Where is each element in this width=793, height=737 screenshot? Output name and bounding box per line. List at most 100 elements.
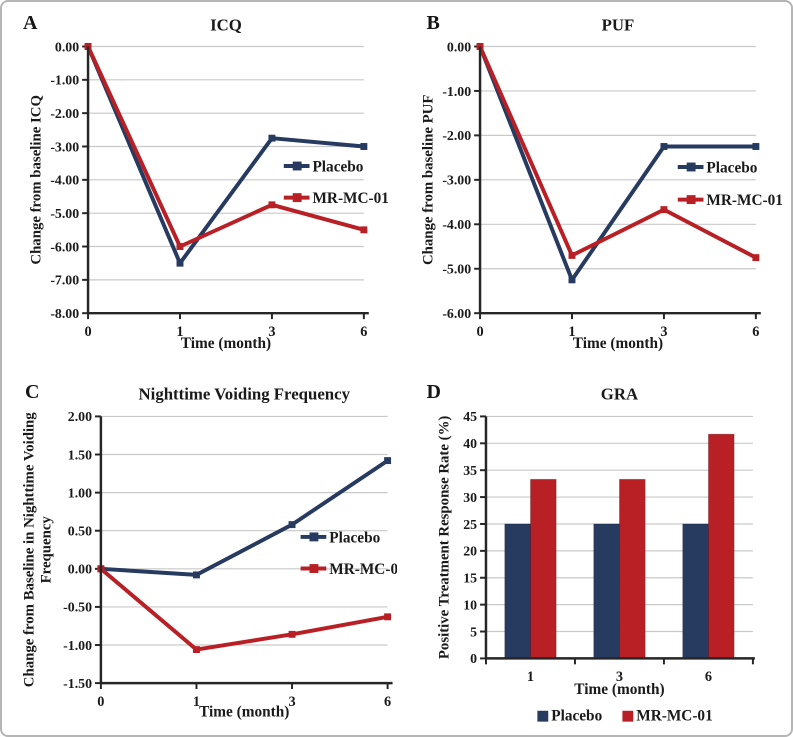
- panel-gra: D 45 40 35 30 25 20 15 10 5 0 1 3 6 GRA Time (month) Po…: [397, 369, 789, 733]
- panel-letter-d: D: [426, 380, 441, 403]
- svg-text:6: 6: [752, 324, 759, 340]
- svg-text:3: 3: [288, 693, 295, 709]
- svg-text:-7.00: -7.00: [50, 273, 79, 288]
- svg-text:0: 0: [476, 324, 483, 340]
- svg-text:-5.00: -5.00: [442, 262, 471, 277]
- chart-title: GRA: [600, 384, 637, 403]
- svg-text:45: 45: [463, 409, 477, 424]
- legend: Placebo MR-MC-01: [536, 707, 713, 724]
- y-axis-label: Frequency: [38, 515, 54, 583]
- panel-icq: A 0.00 -1.00 -2.00 -3.00 -4.00 -5.00 -6.00 -7.0…: [5, 5, 397, 369]
- svg-text:-6.00: -6.00: [442, 306, 471, 321]
- y-axis-ticks: 2.00 1.50 1.00 0.50 0.00 -0.50 -1.00 -1.50: [63, 409, 101, 690]
- legend: Placebo MR-MC-01: [677, 159, 782, 209]
- legend-item: Placebo: [312, 158, 363, 175]
- svg-text:0.50: 0.50: [68, 523, 92, 538]
- svg-text:20: 20: [463, 543, 477, 558]
- series: [476, 43, 759, 284]
- svg-text:0: 0: [84, 324, 91, 340]
- svg-text:-1.50: -1.50: [63, 675, 92, 690]
- chart-title: Nighttime Voiding Frequency: [139, 384, 351, 403]
- svg-text:0.00: 0.00: [55, 39, 79, 54]
- legend-item: MR-MC-01: [706, 192, 783, 209]
- panel-letter-b: B: [426, 12, 440, 34]
- svg-text:3: 3: [615, 669, 622, 685]
- y-axis-label: Change from Baseline in Nighttime Voidin…: [22, 411, 38, 686]
- series: [97, 456, 392, 653]
- panel-letter-a: A: [23, 12, 38, 34]
- y-axis-label: Positive Treatment Response Rate (%): [436, 415, 452, 658]
- x-axis-label: Time (month): [574, 680, 664, 697]
- panel-letter-c: C: [25, 380, 40, 403]
- svg-text:-8.00: -8.00: [50, 306, 79, 321]
- icq-line-chart: 0.00 -1.00 -2.00 -3.00 -4.00 -5.00 -6.00 -7.00 -…: [29, 16, 389, 352]
- legend-item: MR-MC-01: [636, 707, 713, 724]
- svg-text:35: 35: [463, 463, 477, 478]
- series-mr-mc-01: [476, 43, 759, 262]
- svg-text:0: 0: [470, 651, 477, 666]
- nighttime-voiding-line-chart: 2.00 1.50 1.00 0.50 0.00 -0.50 -1.00 -1.50 0 1 3 6 N…: [22, 384, 397, 720]
- legend-item: Placebo: [706, 159, 757, 176]
- svg-text:3: 3: [268, 324, 275, 340]
- svg-text:1: 1: [526, 669, 533, 685]
- svg-text:2.00: 2.00: [68, 409, 92, 424]
- series: [503, 433, 735, 659]
- legend-item: MR-MC-01: [329, 560, 396, 577]
- panel-nighttime-voiding: C 2.00 1.50 1.00 0.50 0.00 -0.50 -1.00 -1.50 0 1 3…: [5, 369, 397, 733]
- svg-text:3: 3: [660, 324, 667, 340]
- svg-text:-3.00: -3.00: [442, 173, 471, 188]
- svg-text:30: 30: [463, 489, 477, 504]
- svg-text:-5.00: -5.00: [50, 206, 79, 221]
- axes: [478, 46, 761, 315]
- y-axis-ticks: 0.00 -1.00 -2.00 -3.00 -4.00 -5.00 -6.00: [442, 39, 480, 321]
- svg-text:6: 6: [384, 693, 391, 709]
- svg-text:1: 1: [176, 324, 183, 340]
- svg-text:-2.00: -2.00: [50, 106, 79, 121]
- legend: Placebo MR-MC-01: [283, 158, 389, 207]
- legend: Placebo MR-MC-01: [300, 529, 397, 577]
- svg-text:-1.00: -1.00: [50, 73, 79, 88]
- legend-item: Placebo: [551, 707, 602, 724]
- gridlines: [479, 45, 756, 270]
- legend-item: MR-MC-01: [312, 190, 389, 207]
- panel-puf: B 0.00 -1.00 -2.00 -3.00 -4.00 -5.00 -6.00 0 1 3 6…: [397, 5, 789, 369]
- svg-text:0.00: 0.00: [68, 561, 92, 576]
- svg-text:5: 5: [470, 624, 477, 639]
- series-mr-mc-01: [97, 564, 392, 653]
- svg-text:6: 6: [360, 324, 367, 340]
- svg-text:10: 10: [463, 597, 477, 612]
- panel-grid: A 0.00 -1.00 -2.00 -3.00 -4.00 -5.00 -6.00 -7.0…: [5, 5, 788, 732]
- axes: [484, 415, 755, 660]
- chart-title: ICQ: [210, 16, 242, 35]
- svg-text:-0.50: -0.50: [63, 599, 92, 614]
- axes: [86, 46, 369, 315]
- svg-text:15: 15: [463, 570, 477, 585]
- svg-text:25: 25: [463, 516, 477, 531]
- bars-mr-mc-01: [529, 433, 735, 659]
- svg-text:1: 1: [568, 324, 575, 340]
- svg-text:6: 6: [704, 669, 711, 685]
- svg-text:-1.00: -1.00: [63, 637, 92, 652]
- svg-text:-3.00: -3.00: [50, 139, 79, 154]
- svg-text:-4.00: -4.00: [50, 173, 79, 188]
- axes: [99, 415, 393, 684]
- x-axis-label: Time (month): [181, 335, 271, 352]
- svg-text:-4.00: -4.00: [442, 217, 471, 232]
- svg-text:40: 40: [463, 436, 477, 451]
- chart-title: PUF: [601, 16, 634, 35]
- svg-text:1: 1: [193, 693, 200, 709]
- y-axis-label: Change from baseline PUF: [420, 95, 436, 265]
- y-axis-label: Change from baseline ICQ: [29, 95, 45, 265]
- svg-text:0.00: 0.00: [446, 39, 470, 54]
- svg-text:1.50: 1.50: [68, 447, 92, 462]
- gra-bar-chart: 45 40 35 30 25 20 15 10 5 0 1 3 6 GRA Time (month) Posi…: [436, 384, 755, 724]
- svg-text:1.00: 1.00: [68, 485, 92, 500]
- x-axis-label: Time (month): [572, 335, 662, 352]
- svg-text:0: 0: [97, 693, 104, 709]
- x-axis-label: Time (month): [199, 703, 289, 720]
- svg-text:-6.00: -6.00: [50, 239, 79, 254]
- series-placebo: [84, 43, 368, 267]
- legend-item: Placebo: [329, 529, 380, 546]
- y-axis-ticks: 0.00 -1.00 -2.00 -3.00 -4.00 -5.00 -6.00 -7.00 -…: [50, 39, 89, 321]
